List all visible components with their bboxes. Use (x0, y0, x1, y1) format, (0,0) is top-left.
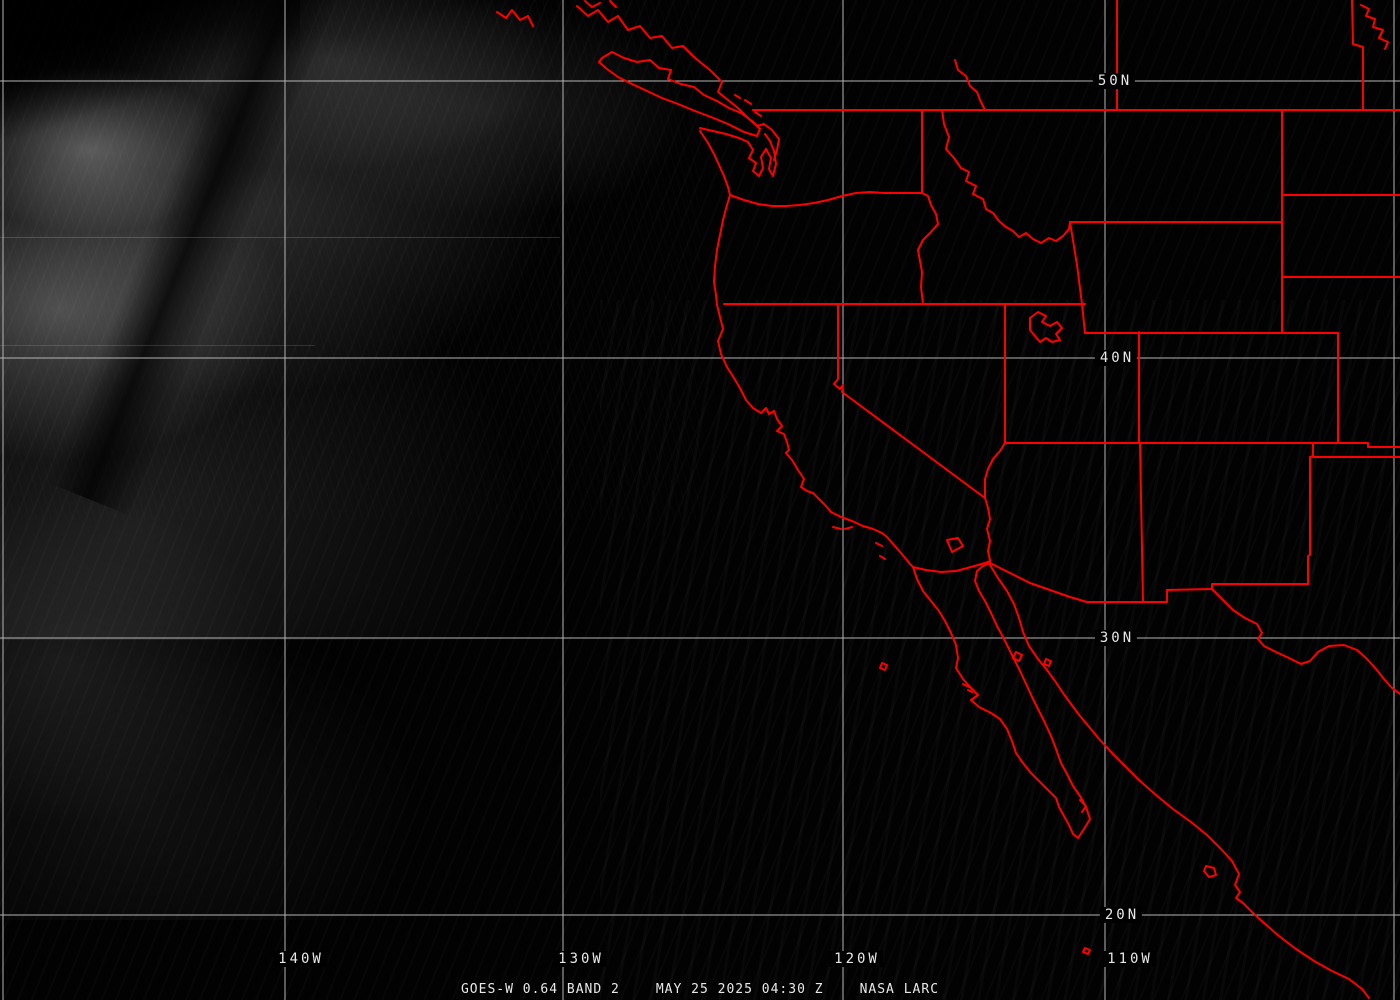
ca-nv-border-line (833, 303, 986, 499)
sonora-sinaloa-coastline (989, 564, 1370, 999)
us-mexico-border-line (912, 560, 1309, 603)
mexico-geography (879, 560, 1370, 999)
canada-borders (752, 0, 1400, 111)
scanline-texture (600, 300, 1400, 1000)
bc-coastline (496, 0, 780, 161)
juan-de-fuca-strait-line (699, 127, 749, 143)
bc-north-coast-line (576, 5, 780, 161)
caption-credit-text: NASA LARC (859, 982, 940, 997)
nm-tx-border-line (1307, 442, 1314, 585)
la-paz-bay-mark (1079, 799, 1087, 813)
bc-alberta-divide-line (954, 59, 986, 111)
channel-islands-marks (832, 526, 886, 560)
guadalupe-island-mark (879, 662, 888, 671)
baja-california-outline (912, 562, 1091, 839)
image-seam-line (0, 237, 560, 238)
latitude-label: 30N (1094, 630, 1138, 646)
cloud-texture (0, 480, 460, 920)
id-or-snake-river-border-line (917, 192, 939, 305)
id-wy-ut-border-line (1069, 221, 1086, 334)
latitude-label: 40N (1094, 350, 1138, 366)
tiburon-island-outline (1203, 865, 1217, 878)
rio-grande-border-line (1212, 589, 1400, 695)
vancouver-island-outline (598, 51, 761, 137)
cedros-island-marks (962, 683, 973, 693)
saskatchewan-manitoba-border-line (1351, 0, 1364, 111)
prairie-lakes-outline (1360, 4, 1389, 50)
haida-gwaii-outline (496, 9, 534, 27)
caption-band-text: GOES-W 0.64 BAND 2 (460, 982, 620, 997)
salton-sea-outline (946, 537, 964, 553)
cloud-shadow-wedge (0, 0, 300, 150)
latitude-label: 20N (1099, 907, 1143, 923)
pacific-coastline (699, 130, 914, 568)
great-salt-lake-outline (1029, 311, 1063, 343)
coastal-islet-marks (584, 0, 617, 8)
puget-sound-outline (747, 133, 777, 177)
37n-border-line (1004, 442, 1400, 448)
id-mt-divide-border-line (941, 109, 1071, 244)
image-seam-line (0, 345, 315, 346)
latitude-label: 50N (1092, 73, 1136, 89)
gulf-islands-marks (734, 94, 762, 117)
longitude-label: 120W (829, 951, 883, 967)
longitude-label: 110W (1102, 951, 1156, 967)
colorado-river-border-line (984, 442, 1006, 564)
image-caption: GOES-W 0.64 BAND 2 MAY 25 2025 04:30 Z NAS… (461, 982, 939, 997)
small-island-mark (1082, 947, 1091, 955)
longitude-label: 130W (553, 951, 607, 967)
us-west-geography (699, 109, 1400, 695)
wa-or-border-line (729, 191, 923, 207)
longitude-label: 140W (273, 951, 327, 967)
gulf-island-marks (1012, 651, 1052, 667)
caption-datetime-text: MAY 25 2025 04:30 Z (655, 982, 824, 997)
az-nm-border-line (1139, 442, 1144, 603)
